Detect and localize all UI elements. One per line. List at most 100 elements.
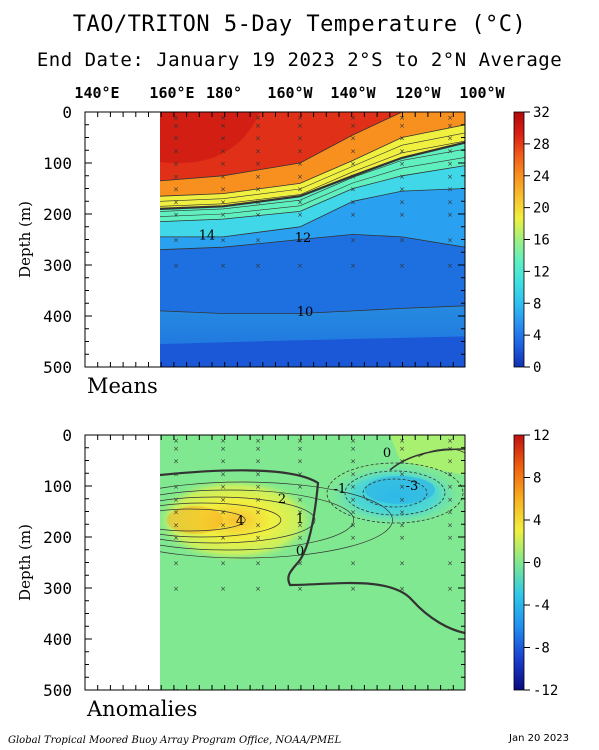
means-buoy-marker: × [297,262,303,270]
means-colorbar-label: 32 [533,105,550,121]
means-buoy-marker: × [255,114,261,122]
means-buoy-marker: × [255,173,261,181]
means-buoy-marker: × [350,160,356,168]
means-buoy-marker: × [173,160,179,168]
anom-buoy-marker: × [220,521,226,529]
means-buoy-marker: × [350,173,356,181]
means-buoy-marker: × [447,211,453,219]
anom-buoy-marker: × [255,509,261,517]
anom-colorbar [513,434,525,691]
means-buoy-marker: × [399,135,405,143]
anom-buoy-marker: × [447,585,453,593]
means-buoy-marker: × [399,211,405,219]
means-buoy-marker: × [297,147,303,155]
means-buoy-marker: × [220,173,226,181]
means-buoy-marker: × [399,160,405,168]
means-buoy-marker: × [399,237,405,245]
anom-buoy-marker: × [399,585,405,593]
anom-buoy-marker: × [297,687,303,695]
anom-buoy-marker: × [447,458,453,466]
means-buoy-marker: × [350,147,356,155]
means-buoy-marker: × [297,114,303,122]
means-colorbar-label: 28 [533,137,550,153]
anom-buoy-marker: × [399,509,405,517]
means-buoy-marker: × [399,262,405,270]
anom-colorbar-label: 12 [533,428,550,444]
anom-buoy-marker: × [220,470,226,478]
anom-buoy-marker: × [399,534,405,542]
anom-buoy-marker: × [447,496,453,504]
means-buoy-marker: × [173,186,179,194]
anom-colorbar-label: -4 [533,598,550,614]
means-buoy-marker: × [255,198,261,206]
means-buoy-marker: × [297,364,303,372]
means-x-tick-label: 160°W [267,84,313,102]
anom-buoy-marker: × [350,560,356,568]
means-buoy-marker: × [173,364,179,372]
anom-buoy-marker: × [255,560,261,568]
anom-buoy-marker: × [399,458,405,466]
anom-buoy-marker: × [350,445,356,453]
means-buoy-marker: × [173,211,179,219]
chart-subtitle: End Date: January 19 2023 2°S to 2°N Ave… [36,49,563,71]
means-buoy-marker: × [297,160,303,168]
anom-contour-warm [160,481,393,559]
means-colorbar-label: 8 [533,296,541,312]
anom-buoy-marker: × [399,496,405,504]
means-contour-t10 [160,305,465,314]
anom-y-tick-label: 400 [43,630,72,649]
anom-buoy-marker: × [220,560,226,568]
anom-contour-label: 2 [278,492,286,507]
anom-colorbar-label: 4 [533,513,541,529]
means-buoy-marker: × [173,122,179,130]
anom-buoy-marker: × [447,509,453,517]
means-buoy-marker: × [447,147,453,155]
anom-y-tick-label: 0 [62,426,72,445]
anom-buoy-marker: × [297,560,303,568]
anom-buoy-marker: × [220,445,226,453]
anom-buoy-marker: × [173,585,179,593]
means-contour-t24 [160,124,465,197]
anom-contour-label: -1 [334,482,347,497]
anom-buoy-marker: × [220,585,226,593]
means-contour-thermocline [160,132,465,202]
means-buoy-marker: × [447,173,453,181]
anom-buoy-marker: × [447,445,453,453]
means-buoy-marker: × [173,147,179,155]
means-buoy-marker: × [399,198,405,206]
means-colorbar-label: 12 [533,264,550,280]
anom-buoy-marker: × [173,509,179,517]
anom-buoy-marker: × [173,560,179,568]
means-y-tick-label: 500 [43,358,72,377]
anom-buoy-marker: × [220,437,226,445]
anom-buoy-marker: × [297,470,303,478]
means-buoy-marker: × [220,160,226,168]
anom-contour-label: 4 [236,514,244,529]
means-x-tick-label: 120°W [395,84,441,102]
anom-buoy-marker: × [447,560,453,568]
means-colorbar [513,111,525,368]
anom-buoy-marker: × [350,496,356,504]
means-contour-t28 [160,112,465,182]
means-buoy-marker: × [220,186,226,194]
means-buoy-marker: × [297,122,303,130]
anom-buoy-marker: × [350,470,356,478]
anom-buoy-marker: × [220,458,226,466]
anom-contour-cold [362,478,428,508]
means-colorbar-label: 4 [533,328,541,344]
anomalies-panel: 4 21 0 -1 -3 0 × × × × × × × × × × × × × × × × × × × × × × × × × × × × × ×… [16,426,466,700]
anom-buoy-marker: × [350,534,356,542]
positive-anomaly-surface [390,435,465,475]
means-buoy-marker: × [447,262,453,270]
means-contour-t14 [160,188,465,238]
means-buoy-marker: × [350,364,356,372]
anom-colorbar-label: 0 [533,556,541,572]
means-band-deep [160,336,465,367]
means-buoy-marker: × [173,262,179,270]
anom-buoy-marker: × [255,470,261,478]
anom-colorbar-label: -12 [533,683,558,699]
means-y-tick-label: 400 [43,307,72,326]
anom-y-tick-label: 200 [43,528,72,547]
anom-buoy-marker: × [399,483,405,491]
means-buoy-marker: × [173,237,179,245]
